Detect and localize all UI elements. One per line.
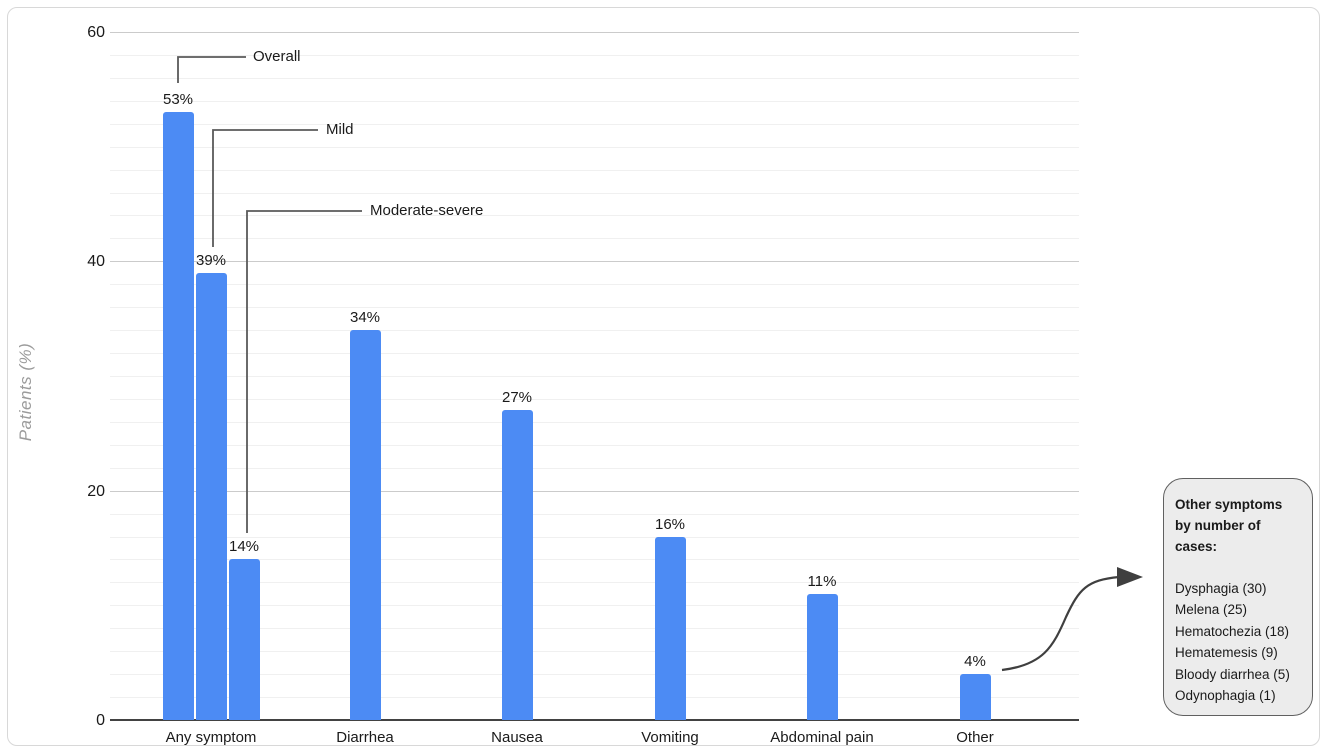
gridline	[110, 674, 1079, 676]
gridline	[110, 628, 1079, 630]
x-label-any-symptom: Any symptom	[165, 729, 257, 746]
gridline	[110, 169, 1079, 171]
bar-value-label-overall: 53%	[162, 91, 194, 109]
gridline	[110, 146, 1079, 148]
gridline	[110, 215, 1079, 217]
bar-value-label-nausea: 27%	[501, 389, 533, 407]
x-label-nausea: Nausea	[491, 729, 543, 746]
gridline	[110, 353, 1079, 355]
gridline	[110, 398, 1079, 400]
x-label-vomiting: Vomiting	[641, 729, 699, 746]
other-symptoms-callout: Other symptoms by number of cases: Dysph…	[1163, 478, 1313, 716]
bar-value-label-other: 4%	[964, 653, 986, 671]
gridline	[110, 330, 1079, 332]
annotation-moderate-severe: Moderate-severe	[370, 202, 484, 219]
gridline	[110, 536, 1079, 538]
gridline	[110, 490, 1079, 492]
bar-any-symptom-overall	[163, 112, 194, 720]
gridline	[110, 238, 1079, 240]
gridline	[110, 421, 1079, 423]
gridline	[110, 261, 1079, 263]
gridline	[110, 582, 1079, 584]
bar-other	[960, 674, 991, 720]
gridline	[110, 467, 1079, 469]
y-tick-40: 40	[87, 253, 105, 271]
arrowhead-icon	[1117, 567, 1143, 587]
callout-item-list: Dysphagia (30) Melena (25) Hematochezia …	[1175, 578, 1301, 706]
gridline	[110, 54, 1079, 56]
bar-value-label-diarrhea: 34%	[349, 309, 381, 327]
leader-line-moderate-severe	[246, 210, 362, 533]
gridline	[110, 32, 1079, 33]
bar-abdominal-pain	[807, 593, 838, 720]
bar-value-label-mild: 39%	[195, 251, 227, 269]
y-tick-20: 20	[87, 482, 105, 500]
callout-item-bloody-diarrhea: Bloody diarrhea (5)	[1175, 666, 1290, 682]
arrow-to-callout	[1001, 575, 1120, 672]
gridline	[110, 513, 1079, 515]
y-tick-0: 0	[96, 712, 105, 729]
gridline	[110, 77, 1079, 79]
bar-any-symptom-mild	[196, 272, 227, 720]
gridline	[110, 559, 1079, 561]
gridline	[110, 697, 1079, 699]
bar-nausea	[502, 410, 533, 720]
callout-item-hematemesis: Hematemesis (9)	[1175, 645, 1278, 661]
bar-diarrhea	[350, 330, 381, 720]
x-axis-line	[110, 719, 1079, 721]
gridline	[110, 651, 1079, 653]
x-label-other: Other	[956, 729, 994, 746]
bar-any-symptom-moderate-severe	[229, 559, 260, 720]
gridline	[110, 284, 1079, 286]
annotation-overall: Overall	[253, 48, 301, 65]
callout-item-dysphagia: Dysphagia (30)	[1175, 581, 1267, 596]
gridline	[110, 307, 1079, 309]
gridline	[110, 192, 1079, 194]
callout-title: Other symptoms by number of cases:	[1175, 497, 1283, 554]
gridline	[110, 100, 1079, 102]
x-label-diarrhea: Diarrhea	[336, 729, 394, 746]
bar-value-label-moderate-severe: 14%	[228, 538, 260, 556]
annotation-mild: Mild	[326, 121, 354, 138]
callout-item-hematochezia: Hematochezia (18)	[1175, 623, 1290, 639]
leader-line-overall	[177, 56, 246, 83]
y-tick-60: 60	[87, 24, 105, 41]
bar-value-label-abdominal-pain: 11%	[807, 572, 837, 590]
callout-item-odynophagia: Odynophagia (1)	[1175, 688, 1276, 704]
gridline	[110, 605, 1079, 607]
gridline	[110, 123, 1079, 125]
x-label-abdominal-pain: Abdominal pain	[770, 729, 874, 746]
bar-value-label-vomiting: 16%	[654, 515, 686, 533]
y-axis-title: Patients (%)	[16, 342, 35, 442]
bar-vomiting	[655, 536, 686, 720]
gridline	[110, 376, 1079, 377]
gridline	[110, 444, 1079, 446]
callout-item-melena: Melena (25)	[1175, 602, 1248, 618]
